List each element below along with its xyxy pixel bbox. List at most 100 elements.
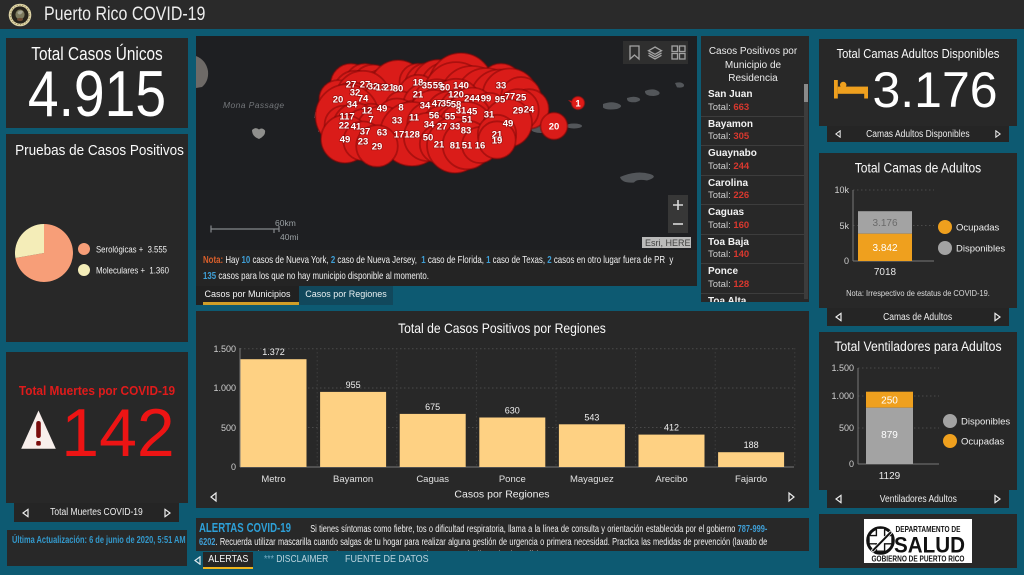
svg-text:Disponibles: Disponibles xyxy=(961,417,1010,428)
svg-text:50: 50 xyxy=(440,83,451,94)
svg-text:35: 35 xyxy=(422,81,433,92)
svg-text:3.176: 3.176 xyxy=(872,218,897,229)
svg-text:0: 0 xyxy=(231,462,236,472)
svg-text:51: 51 xyxy=(462,141,473,152)
svg-text:7018: 7018 xyxy=(874,267,897,278)
svg-text:95: 95 xyxy=(495,95,506,106)
svg-text:500: 500 xyxy=(839,423,854,433)
svg-text:3.842: 3.842 xyxy=(872,243,897,254)
svg-text:41: 41 xyxy=(351,122,362,133)
svg-text:33: 33 xyxy=(392,116,403,127)
svg-text:17: 17 xyxy=(394,130,405,141)
svg-text:45: 45 xyxy=(467,107,478,118)
svg-text:80: 80 xyxy=(393,84,404,95)
svg-text:10k: 10k xyxy=(834,185,849,195)
svg-text:81: 81 xyxy=(450,141,461,152)
svg-text:21: 21 xyxy=(492,130,503,141)
svg-text:24: 24 xyxy=(524,105,535,116)
svg-text:40mi: 40mi xyxy=(280,232,299,242)
svg-text:Total de Casos Positivos por R: Total de Casos Positivos por Regiones xyxy=(398,320,606,336)
svg-text:27: 27 xyxy=(346,80,357,91)
svg-text:34: 34 xyxy=(420,101,431,112)
svg-text:32: 32 xyxy=(368,82,379,93)
svg-text:Casos por Regiones: Casos por Regiones xyxy=(454,489,549,501)
svg-text:60km: 60km xyxy=(275,218,296,228)
svg-text:25: 25 xyxy=(516,93,527,104)
svg-text:Caguas: Caguas xyxy=(416,474,449,485)
svg-text:63: 63 xyxy=(377,128,388,139)
svg-text:GOBIERNO DE PUERTO RICO: GOBIERNO DE PUERTO RICO xyxy=(872,553,965,563)
svg-text:955: 955 xyxy=(346,380,361,390)
svg-text:31: 31 xyxy=(484,110,495,121)
svg-text:11: 11 xyxy=(409,113,420,124)
svg-text:31: 31 xyxy=(456,106,467,117)
svg-text:1.372: 1.372 xyxy=(262,347,285,357)
svg-text:500: 500 xyxy=(221,423,236,433)
svg-text:55: 55 xyxy=(445,112,456,123)
svg-text:59: 59 xyxy=(433,81,444,92)
svg-text:13: 13 xyxy=(376,83,387,94)
svg-text:188: 188 xyxy=(744,440,759,450)
svg-text:140: 140 xyxy=(453,81,469,92)
svg-text:117: 117 xyxy=(339,112,354,123)
svg-text:Ocupadas: Ocupadas xyxy=(961,437,1005,448)
svg-text:1.000: 1.000 xyxy=(213,383,236,393)
svg-text:0: 0 xyxy=(844,256,849,266)
svg-text:12: 12 xyxy=(362,106,373,117)
svg-text:20: 20 xyxy=(333,95,344,106)
svg-text:34: 34 xyxy=(347,100,358,111)
svg-text:77: 77 xyxy=(505,92,516,103)
svg-text:16: 16 xyxy=(475,141,486,152)
svg-text:120: 120 xyxy=(448,90,464,101)
svg-text:Arecibo: Arecibo xyxy=(655,474,687,485)
svg-text:Ocupadas: Ocupadas xyxy=(956,223,1000,234)
svg-text:250: 250 xyxy=(881,396,898,407)
svg-text:412: 412 xyxy=(664,423,679,433)
svg-text:Esri, HERE: Esri, HERE xyxy=(645,238,691,248)
svg-text:675: 675 xyxy=(425,402,440,412)
svg-text:630: 630 xyxy=(505,406,520,416)
svg-text:Bayamon: Bayamon xyxy=(333,474,373,485)
svg-text:74: 74 xyxy=(358,94,369,105)
svg-text:34: 34 xyxy=(424,120,435,131)
svg-text:Total Camas de Adultos: Total Camas de Adultos xyxy=(855,160,982,176)
svg-text:8: 8 xyxy=(398,103,403,114)
svg-text:18: 18 xyxy=(413,78,424,89)
svg-text:543: 543 xyxy=(584,412,599,422)
svg-text:Fajardo: Fajardo xyxy=(735,474,767,485)
svg-text:128: 128 xyxy=(404,130,420,141)
svg-text:47: 47 xyxy=(432,99,443,110)
svg-text:244: 244 xyxy=(464,94,481,105)
svg-text:1.500: 1.500 xyxy=(831,363,854,373)
svg-text:29: 29 xyxy=(372,142,383,153)
svg-text:29: 29 xyxy=(513,106,524,117)
svg-text:DEPARTAMENTO DE: DEPARTAMENTO DE xyxy=(896,524,961,534)
svg-text:Moleculares + 1.360: Moleculares + 1.360 xyxy=(96,266,169,276)
svg-text:50: 50 xyxy=(423,133,434,144)
svg-text:Mona Passage: Mona Passage xyxy=(223,100,285,110)
svg-text:1: 1 xyxy=(575,99,581,110)
svg-text:SALUD: SALUD xyxy=(894,533,965,558)
svg-text:56: 56 xyxy=(429,111,440,122)
svg-text:21: 21 xyxy=(434,140,445,151)
svg-text:0: 0 xyxy=(849,459,854,469)
svg-text:7: 7 xyxy=(368,115,373,126)
svg-text:21: 21 xyxy=(384,83,395,94)
svg-text:Serológicas + 3.555: Serológicas + 3.555 xyxy=(96,245,167,255)
svg-text:Nota: Irrespectivo de estatus: Nota: Irrespectivo de estatus de COVID-1… xyxy=(846,289,990,298)
svg-text:27: 27 xyxy=(360,80,371,91)
svg-text:32: 32 xyxy=(350,88,361,99)
svg-text:19: 19 xyxy=(492,136,503,147)
svg-text:51: 51 xyxy=(462,115,473,126)
svg-text:1129: 1129 xyxy=(879,471,901,482)
svg-text:Metro: Metro xyxy=(261,474,285,485)
svg-text:33: 33 xyxy=(450,122,461,133)
svg-text:22: 22 xyxy=(339,121,350,132)
svg-text:5k: 5k xyxy=(839,221,849,231)
svg-text:27: 27 xyxy=(437,122,448,133)
svg-text:49: 49 xyxy=(503,119,514,130)
svg-text:Ponce: Ponce xyxy=(499,474,526,485)
svg-text:37: 37 xyxy=(360,127,371,138)
svg-text:Total Ventiladores para Adulto: Total Ventiladores para Adultos xyxy=(834,338,1002,354)
svg-text:1.000: 1.000 xyxy=(831,391,854,401)
